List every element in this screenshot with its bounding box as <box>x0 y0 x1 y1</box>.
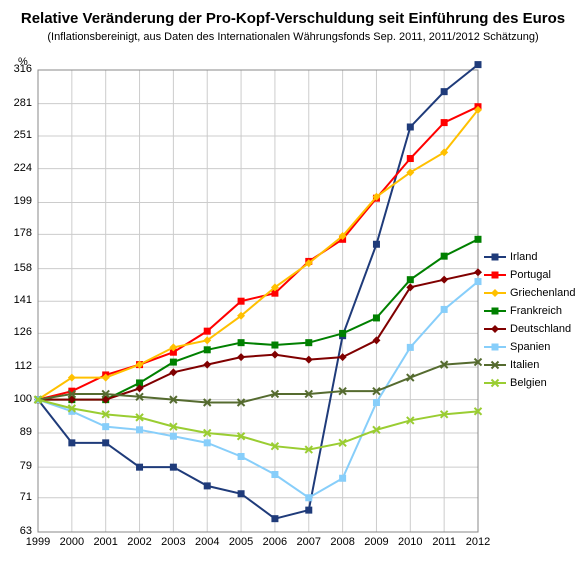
y-tick-label: 126 <box>4 326 32 338</box>
legend-item: Frankreich <box>484 302 575 320</box>
x-tick-label: 2010 <box>395 536 425 548</box>
x-tick-label: 2003 <box>158 536 188 548</box>
x-tick-label: 2004 <box>192 536 222 548</box>
chart-container: Relative Veränderung der Pro-Kopf-Versch… <box>0 0 586 567</box>
y-tick-label: 281 <box>4 97 32 109</box>
chart-svg <box>38 70 478 532</box>
y-tick-label: 79 <box>4 460 32 472</box>
x-tick-label: 2011 <box>429 536 459 548</box>
legend-label: Italien <box>510 359 539 371</box>
y-tick-label: 71 <box>4 491 32 503</box>
y-tick-label: 100 <box>4 393 32 405</box>
legend-label: Griechenland <box>510 287 575 299</box>
y-tick-label: 199 <box>4 195 32 207</box>
y-tick-label: 158 <box>4 262 32 274</box>
legend-item: Spanien <box>484 338 575 356</box>
x-tick-label: 2008 <box>328 536 358 548</box>
y-tick-label: 141 <box>4 294 32 306</box>
x-tick-label: 2005 <box>226 536 256 548</box>
legend-label: Belgien <box>510 377 547 389</box>
legend-label: Spanien <box>510 341 550 353</box>
y-tick-label: 89 <box>4 426 32 438</box>
y-tick-label: 224 <box>4 162 32 174</box>
x-tick-label: 2001 <box>91 536 121 548</box>
y-tick-label: 178 <box>4 227 32 239</box>
legend: Irland Portugal Griechenland Frankreich Deut… <box>484 248 575 392</box>
x-tick-label: 2000 <box>57 536 87 548</box>
y-tick-label: 251 <box>4 129 32 141</box>
x-tick-label: 2006 <box>260 536 290 548</box>
legend-label: Deutschland <box>510 323 571 335</box>
x-tick-label: 2009 <box>361 536 391 548</box>
legend-item: Portugal <box>484 266 575 284</box>
y-tick-label: 316 <box>4 63 32 75</box>
y-tick-label: 112 <box>4 360 32 372</box>
legend-item: Belgien <box>484 374 575 392</box>
plot-area <box>38 70 478 532</box>
legend-label: Irland <box>510 251 538 263</box>
legend-label: Frankreich <box>510 305 562 317</box>
legend-label: Portugal <box>510 269 551 281</box>
legend-item: Deutschland <box>484 320 575 338</box>
legend-item: Italien <box>484 356 575 374</box>
chart-subtitle: (Inflationsbereinigt, aus Daten des Inte… <box>0 27 586 49</box>
legend-item: Griechenland <box>484 284 575 302</box>
x-tick-label: 1999 <box>23 536 53 548</box>
x-tick-label: 2012 <box>463 536 493 548</box>
x-tick-label: 2002 <box>125 536 155 548</box>
legend-item: Irland <box>484 248 575 266</box>
x-tick-label: 2007 <box>294 536 324 548</box>
chart-title: Relative Veränderung der Pro-Kopf-Versch… <box>0 0 586 27</box>
